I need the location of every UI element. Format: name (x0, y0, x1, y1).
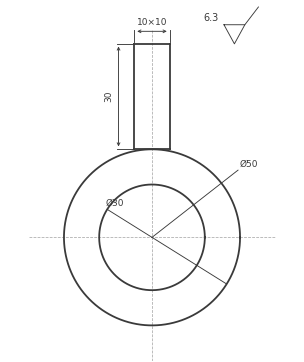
Text: 30: 30 (104, 91, 113, 102)
Text: 10×10: 10×10 (137, 18, 167, 27)
Text: Ø30: Ø30 (105, 199, 124, 207)
Text: 6.3: 6.3 (203, 13, 219, 23)
Text: Ø50: Ø50 (240, 160, 258, 169)
